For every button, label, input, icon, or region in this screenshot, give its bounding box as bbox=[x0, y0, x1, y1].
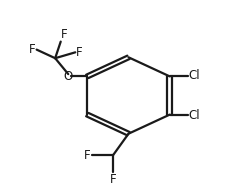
Text: F: F bbox=[29, 43, 35, 56]
Text: F: F bbox=[84, 149, 90, 162]
Text: O: O bbox=[64, 70, 73, 83]
Text: F: F bbox=[76, 46, 83, 59]
Text: Cl: Cl bbox=[189, 69, 200, 82]
Text: Cl: Cl bbox=[189, 109, 200, 122]
Text: F: F bbox=[61, 28, 68, 41]
Text: F: F bbox=[110, 173, 116, 186]
